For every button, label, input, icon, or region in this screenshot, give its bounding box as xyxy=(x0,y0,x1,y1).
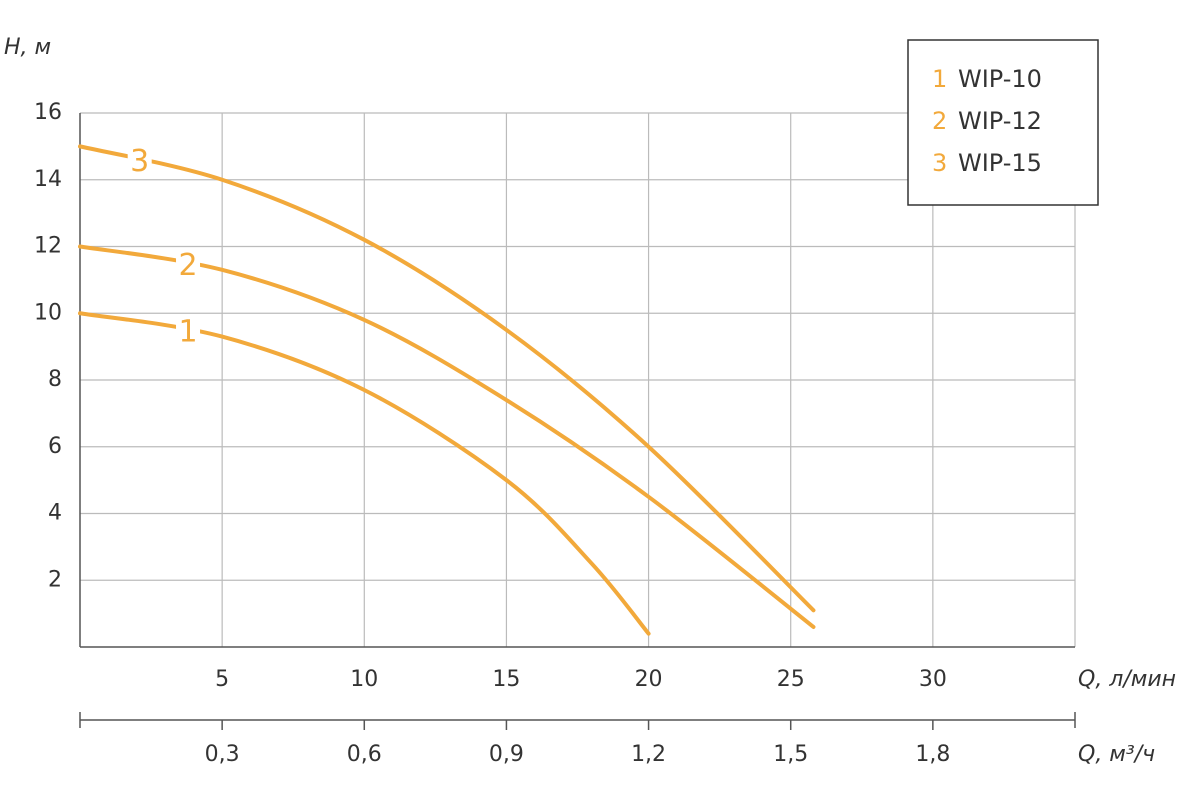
legend-label: WIP-10 xyxy=(958,65,1042,93)
curve-label-bg xyxy=(176,248,201,281)
x2-tick-label: 1,2 xyxy=(631,742,666,767)
x-tick-label: 30 xyxy=(919,667,947,692)
curve-label: 3 xyxy=(130,144,149,179)
curve-label: 2 xyxy=(178,248,197,283)
x2-tick-label: 0,3 xyxy=(205,742,240,767)
legend-number: 3 xyxy=(932,149,947,177)
x2-tick-label: 0,9 xyxy=(489,742,524,767)
legend-label: WIP-12 xyxy=(958,107,1042,135)
y-tick-label: 8 xyxy=(48,367,62,392)
y-tick-label: 12 xyxy=(34,234,62,259)
y-tick-label: 14 xyxy=(34,167,62,192)
y-tick-label: 2 xyxy=(48,567,62,592)
x2-axis-title: Q, м³/ч xyxy=(1078,742,1155,767)
x-tick-label: 20 xyxy=(635,667,663,692)
y-tick-label: 10 xyxy=(34,300,62,325)
curve xyxy=(78,244,816,629)
curve-label-bg xyxy=(127,144,152,177)
x2-tick-label: 0,6 xyxy=(347,742,382,767)
curve-label: 1 xyxy=(178,315,197,350)
x-tick-label: 25 xyxy=(777,667,805,692)
legend-number: 1 xyxy=(932,65,947,93)
curve-label-bg xyxy=(176,315,201,348)
legend-box xyxy=(907,39,1099,206)
x-tick-label: 10 xyxy=(350,667,378,692)
y-tick-label: 16 xyxy=(34,100,62,125)
y-tick-label: 4 xyxy=(48,501,62,526)
legend-label: WIP-15 xyxy=(958,149,1042,177)
x2-tick-label: 1,8 xyxy=(915,742,950,767)
x-tick-label: 5 xyxy=(215,667,229,692)
x-tick-label: 15 xyxy=(492,667,520,692)
legend-number: 2 xyxy=(932,107,947,135)
y-axis-title: H, м xyxy=(4,35,51,60)
x-axis-title: Q, л/мин xyxy=(1078,667,1176,692)
curve xyxy=(78,144,816,613)
x2-tick-label: 1,5 xyxy=(773,742,808,767)
y-tick-label: 6 xyxy=(48,434,62,459)
